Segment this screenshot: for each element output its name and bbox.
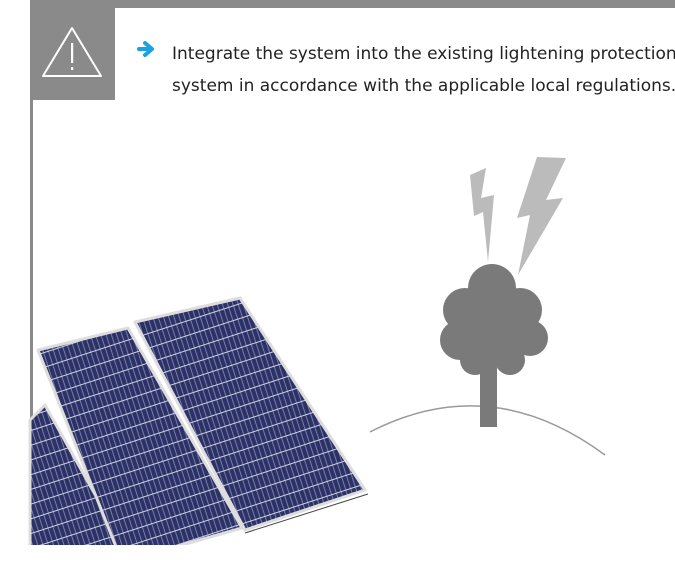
- tree: [440, 264, 548, 427]
- page-bottom: [0, 545, 675, 572]
- warning-mark: [71, 43, 73, 63]
- solar-panels: [30, 298, 365, 565]
- top-band: [30, 0, 675, 8]
- page: Integrate the system into the existing l…: [0, 0, 675, 572]
- lightning: [470, 168, 494, 262]
- instruction-text: Integrate the system into the existing l…: [172, 38, 675, 102]
- warning-dot: [71, 67, 73, 70]
- lightning: [517, 157, 566, 275]
- bullet-arrow: [139, 43, 152, 55]
